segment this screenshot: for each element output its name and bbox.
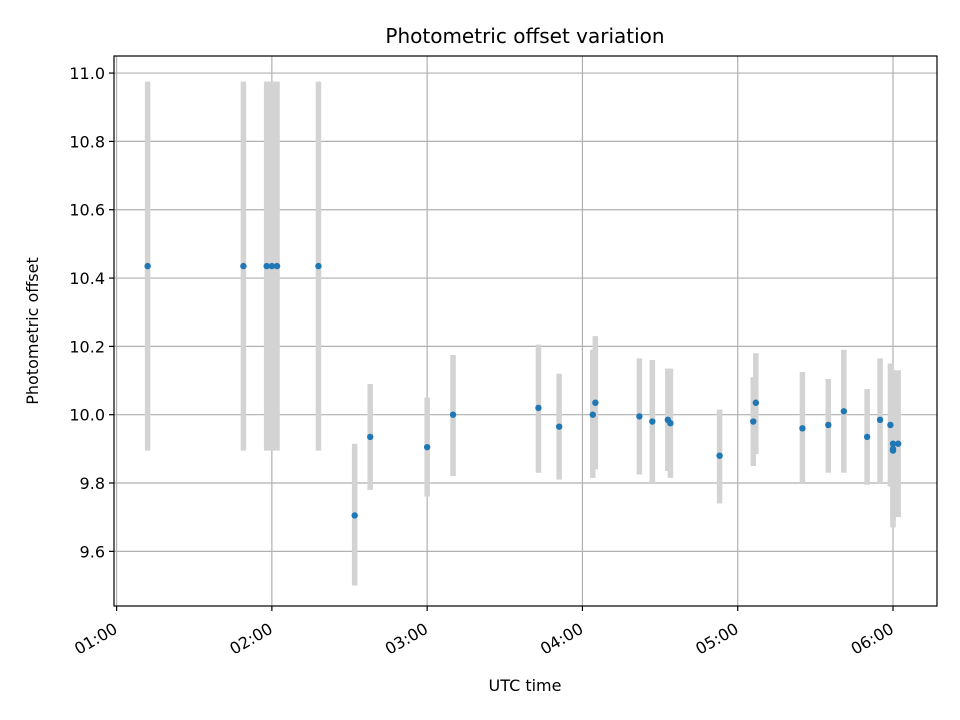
x-axis-title: UTC time (489, 676, 562, 695)
data-point (240, 262, 247, 270)
data-point (863, 433, 871, 441)
data-point (268, 262, 276, 270)
data-point (273, 262, 281, 270)
data-point (263, 262, 270, 270)
data-point (667, 420, 674, 427)
data-point (589, 411, 596, 418)
y-tick-label: 10.2 (69, 337, 105, 356)
data-point (315, 262, 322, 270)
data-point (535, 404, 542, 412)
data-point (889, 447, 897, 454)
data-point (351, 512, 358, 519)
chart-title: Photometric offset variation (385, 24, 664, 48)
data-point (799, 425, 806, 432)
data-point (592, 399, 599, 406)
data-point (144, 262, 151, 270)
data-points (144, 262, 902, 519)
data-point (716, 452, 723, 459)
data-point (894, 440, 902, 447)
y-tick-label: 9.8 (80, 474, 105, 493)
data-point (825, 421, 832, 429)
y-tick-label: 9.6 (80, 542, 105, 561)
data-point (840, 408, 848, 415)
y-tick-label: 10.4 (69, 269, 105, 288)
data-point (636, 413, 643, 420)
y-tick-label: 10.8 (69, 132, 105, 151)
data-point (889, 440, 897, 447)
data-point (752, 399, 760, 406)
data-point (423, 443, 431, 451)
data-point (449, 411, 457, 418)
y-tick-label: 11.0 (69, 64, 105, 83)
plot-frame (113, 55, 938, 607)
data-point (876, 416, 884, 424)
y-tick-label: 10.0 (69, 406, 105, 425)
data-point (555, 423, 563, 430)
data-point (750, 418, 757, 425)
y-axis-title: Photometric offset (23, 257, 42, 405)
data-point (367, 433, 374, 441)
data-point (649, 418, 656, 425)
data-point (887, 421, 894, 429)
y-tick-label: 10.6 (69, 201, 105, 220)
